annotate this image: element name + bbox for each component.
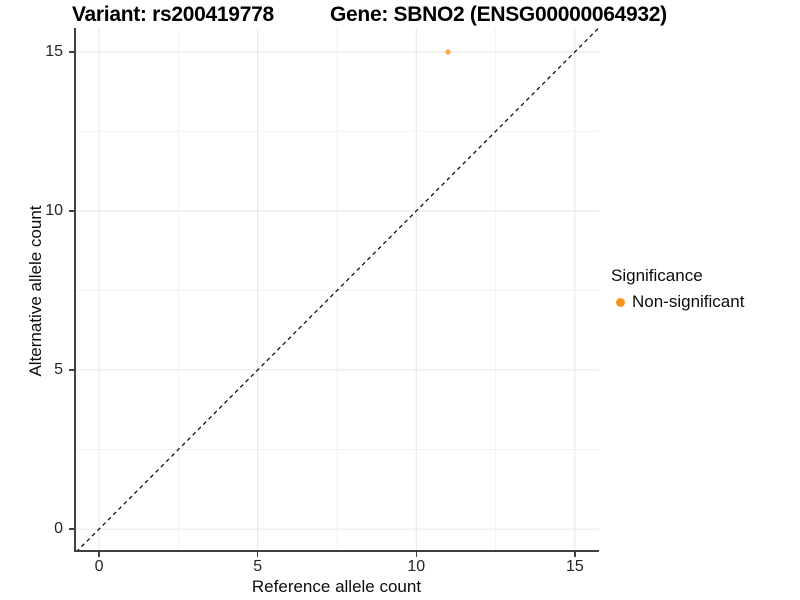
y-tick-mark <box>69 210 74 212</box>
y-axis-title: Alternative allele count <box>26 205 45 377</box>
x-tick-mark <box>98 552 100 557</box>
x-tick-label: 0 <box>94 558 104 575</box>
legend-item: Non-significant <box>611 292 744 312</box>
y-tick-mark <box>69 369 74 371</box>
y-tick-mark <box>69 528 74 530</box>
legend-title: Significance <box>611 266 703 285</box>
x-tick-label: 15 <box>565 558 584 575</box>
y-tick-mark <box>69 51 74 53</box>
x-tick-label: 5 <box>253 558 263 575</box>
identity-line <box>75 28 599 552</box>
gene-title: Gene: SBNO2 (ENSG00000064932) <box>330 3 667 26</box>
legend-point-icon <box>616 297 625 307</box>
x-tick-mark <box>574 552 576 557</box>
data-point <box>445 49 451 55</box>
x-axis-title: Reference allele count <box>251 577 422 596</box>
x-tick-mark <box>415 552 418 557</box>
legend: Significance Non-significant <box>611 266 744 312</box>
variant-title: Variant: rs200419778 <box>72 3 274 26</box>
legend-items: Non-significant <box>611 292 744 312</box>
plot-panel <box>74 28 599 552</box>
y-tick-label: 10 <box>45 201 63 219</box>
plot-canvas <box>74 28 599 552</box>
y-tick-label: 0 <box>54 520 63 538</box>
y-tick-label: 5 <box>54 361 63 379</box>
x-tick-mark <box>256 552 259 557</box>
y-tick-label: 15 <box>45 42 63 60</box>
x-tick-label: 10 <box>407 558 426 575</box>
legend-item-label: Non-significant <box>632 292 745 311</box>
